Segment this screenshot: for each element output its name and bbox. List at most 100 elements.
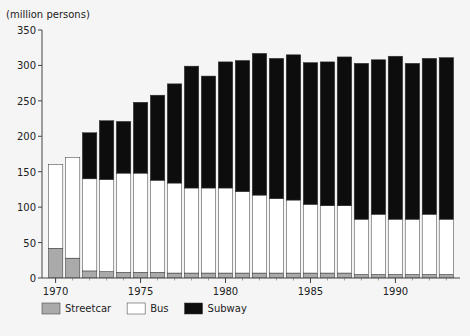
x-minor-tick [106,278,107,281]
bar-segment [422,214,436,274]
x-minor-tick [412,278,413,281]
bar-segment [422,58,436,214]
bar-segment [150,95,164,180]
x-minor-tick [89,278,90,281]
bar-segment [65,158,79,259]
legend-swatch [42,303,60,314]
x-minor-tick [157,278,158,281]
bar-segment [337,57,351,206]
chart: 0501001502002503003501970197519801985199… [0,0,470,336]
bar-segment [201,76,215,188]
x-minor-tick [293,278,294,281]
bar-segment [286,273,300,278]
bar-segment [405,274,419,278]
bar-segment [320,206,334,273]
bar-segment [133,272,147,278]
bar-segment [184,273,198,278]
x-minor-tick [344,278,345,281]
legend: StreetcarBusSubway [42,303,247,314]
bar-segment [354,63,368,219]
y-tick-label: 0 [30,273,36,284]
y-tick [38,136,42,137]
bar-segment [235,60,249,191]
bar-segment [218,188,232,273]
x-tick-label: 1985 [298,286,323,297]
bar-segment [252,53,266,195]
x-tick-label: 1975 [128,286,153,297]
bar-segment [201,188,215,273]
bar-segment [65,157,79,158]
y-tick-label: 50 [23,238,36,249]
y-tick [38,171,42,172]
bar-segment [184,188,198,273]
bar-segment [235,273,249,278]
bar-segment [150,272,164,278]
legend-swatch [185,303,203,314]
y-tick [38,65,42,66]
x-minor-tick [72,278,73,281]
bar-segment [405,219,419,274]
bar-segment [167,84,181,183]
bar-segment [439,58,453,220]
x-minor-tick [242,278,243,281]
bar-segment [48,248,62,278]
bar-segment [252,195,266,273]
bar-segment [439,219,453,274]
bar-segment [167,273,181,278]
bar-segment [201,273,215,278]
y-tick [38,30,42,31]
bar-segment [252,273,266,278]
bar-segment [48,165,62,249]
x-tick [55,278,56,283]
bar-segment [405,63,419,219]
bar-segment [286,55,300,200]
bar-segment [235,192,249,273]
bar-segment [354,274,368,278]
x-minor-tick [276,278,277,281]
x-minor-tick [378,278,379,281]
x-minor-tick [208,278,209,281]
x-minor-tick [174,278,175,281]
bar-segment [116,173,130,272]
legend-swatch [127,303,145,314]
y-tick [38,278,42,279]
y-tick-label: 250 [17,96,36,107]
y-tick [38,207,42,208]
bar-segment [133,173,147,272]
bar-segment [422,274,436,278]
bar-segment [303,63,317,205]
bar-segment [354,219,368,274]
bar-segment [269,273,283,278]
x-minor-tick [327,278,328,281]
x-minor-tick [361,278,362,281]
bar-segment [99,121,113,180]
bar-segment [320,62,334,206]
bar-segment [320,273,334,278]
x-tick-label: 1980 [213,286,238,297]
bar-segment [82,179,96,271]
x-tick [140,278,141,283]
bar-segment [218,62,232,188]
bar-segment [303,204,317,273]
bar-segment [48,164,62,165]
bar-segment [99,180,113,272]
bar-segment [371,274,385,278]
bar-segment [116,121,130,173]
bar-segment [371,60,385,214]
bar-segment [337,273,351,278]
bar-segment [388,219,402,274]
x-tick [310,278,311,283]
bar-segment [218,273,232,278]
bar-segment [439,274,453,278]
bar-segment [388,274,402,278]
x-minor-tick [123,278,124,281]
bar-segment [184,66,198,188]
bar-segment [150,180,164,272]
bar-segment [116,272,130,278]
x-tick-label: 1990 [383,286,408,297]
bar-segment [303,273,317,278]
x-minor-tick [259,278,260,281]
bar-segment [371,214,385,274]
y-axis [42,30,43,278]
bar-segment [82,133,96,179]
